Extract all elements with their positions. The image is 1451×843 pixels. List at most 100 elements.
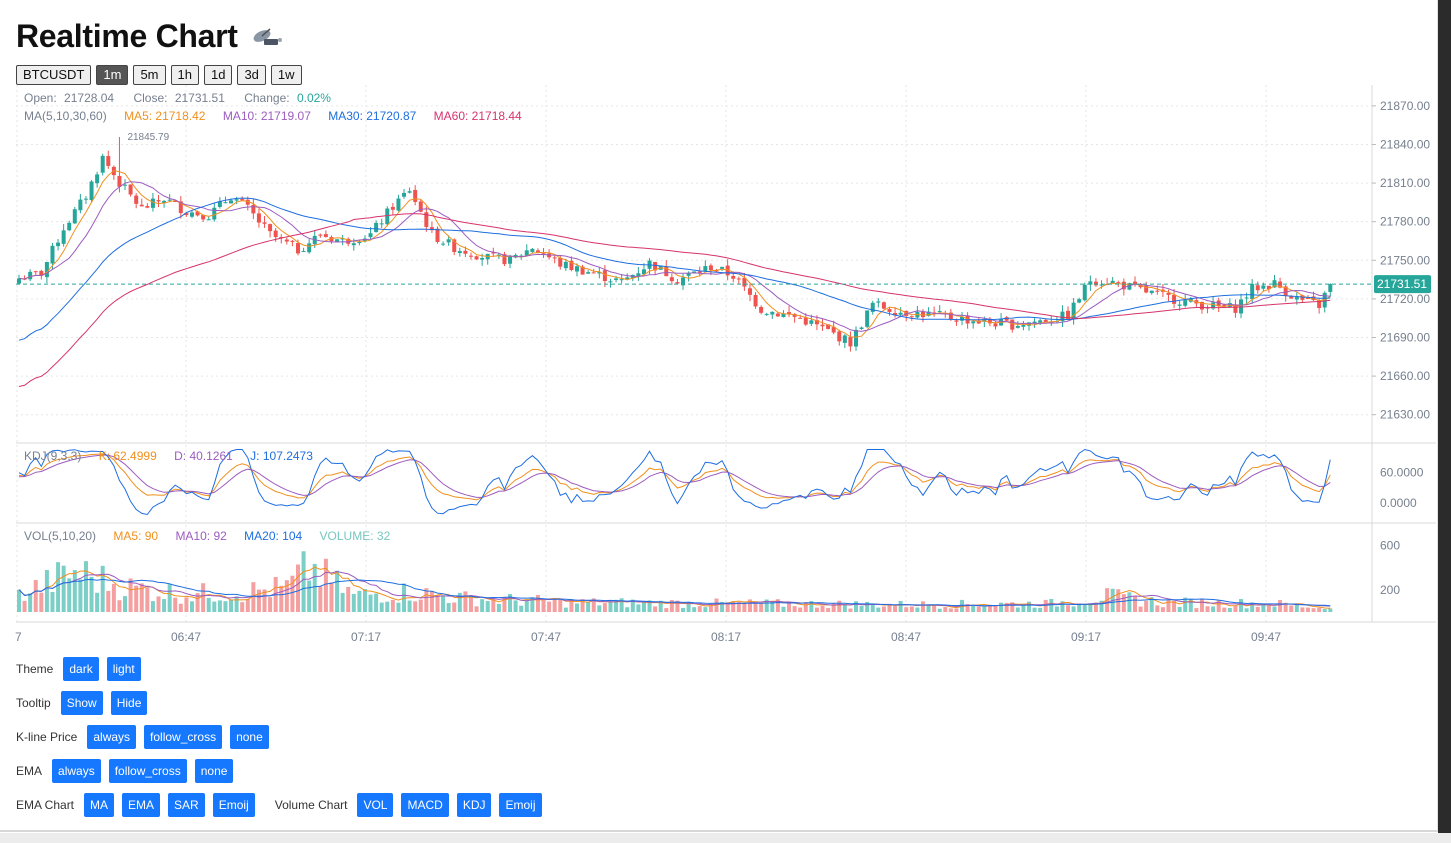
candle-body — [586, 272, 591, 274]
volume-bar — [385, 601, 390, 612]
candle-body — [56, 242, 61, 247]
volume-bar — [429, 591, 434, 612]
period-5m-button[interactable]: 5m — [133, 65, 166, 85]
volume-bar — [898, 600, 903, 612]
candle-body — [1261, 285, 1266, 289]
candle-body — [1244, 297, 1249, 299]
volume-bar — [1077, 604, 1082, 612]
ema-chart-emoij-button[interactable]: Emoij — [212, 793, 255, 817]
candle-body — [195, 211, 200, 216]
candle-body — [1004, 317, 1009, 321]
volume-bar — [803, 602, 808, 612]
volume-bar — [519, 605, 524, 612]
kline-price-always-button[interactable]: always — [87, 725, 137, 749]
volume-bar — [502, 596, 507, 612]
volume-chart-emoij-button[interactable]: Emoij — [499, 793, 542, 817]
period-3d-button[interactable]: 3d — [237, 65, 266, 85]
candle-body — [664, 266, 669, 277]
candle-body — [1222, 304, 1227, 307]
theme-dark-button[interactable]: dark — [63, 657, 99, 681]
volume-bar — [56, 562, 61, 612]
svg-text:Open: 21728.04: Open: 21728.04 Close: 21731.51 Change: 0… — [24, 91, 331, 105]
period-1d-button[interactable]: 1d — [203, 65, 233, 85]
period-1m-button[interactable]: 1m — [96, 65, 129, 85]
volume-chart-vol-button[interactable]: VOL — [357, 793, 394, 817]
volume-bar — [1127, 592, 1132, 612]
volume-bar — [234, 596, 239, 612]
volume-bar — [831, 603, 836, 612]
kdj-tick-label: 60.0000 — [1380, 465, 1424, 479]
volume-bar — [636, 604, 641, 612]
ema-follow-cross-button[interactable]: follow_cross — [108, 759, 187, 783]
volume-bar — [44, 569, 49, 612]
ema-chart-ema-button[interactable]: EMA — [122, 793, 161, 817]
ema-none-button[interactable]: none — [194, 759, 234, 783]
price-tick-label: 21840.00 — [1380, 137, 1430, 151]
volume-bar — [541, 599, 546, 612]
kline-price-follow-cross-button[interactable]: follow_cross — [144, 725, 223, 749]
candle-body — [708, 265, 713, 271]
ema-label: EMA — [16, 764, 43, 778]
candle-body — [893, 313, 898, 316]
tooltip-show-button[interactable]: Show — [60, 691, 103, 715]
kdj-legend-k: K: 62.4999 — [99, 449, 157, 463]
price-tick-label: 21870.00 — [1380, 99, 1430, 113]
volume-bar — [575, 603, 579, 612]
price-tick-label: 21720.00 — [1380, 292, 1430, 306]
legend-open-label: Open: — [24, 91, 57, 105]
volume-bar — [820, 605, 825, 612]
candle-body — [870, 302, 875, 312]
legend-ma5: MA5: 21718.42 — [124, 109, 206, 123]
volume-chart-kdj-button[interactable]: KDJ — [456, 793, 492, 817]
symbol-button[interactable]: BTCUSDT — [16, 65, 92, 85]
ema-chart-ma-button[interactable]: MA — [84, 793, 115, 817]
candle-body — [256, 213, 261, 223]
volume-bar — [619, 598, 624, 612]
kline-price-controls: K-line Price always follow_cross none — [16, 725, 277, 749]
volume-bar — [1317, 607, 1322, 612]
candle-body — [1026, 322, 1031, 326]
volume-bar — [1015, 607, 1020, 612]
candle-body — [1043, 319, 1048, 323]
volume-bar — [965, 604, 970, 612]
candle-body — [134, 195, 139, 204]
candle-body — [954, 320, 959, 322]
period-1h-button[interactable]: 1h — [170, 65, 199, 85]
candle-body — [318, 234, 323, 236]
candle-body — [865, 310, 870, 327]
kline-chart[interactable]: 21870.00 21840.00 21810.00 21780.00 21750.00… — [0, 85, 1436, 645]
volume-bar — [162, 599, 167, 612]
candle-body — [563, 261, 568, 269]
tooltip-hide-button[interactable]: Hide — [110, 691, 148, 715]
kline-price-none-button[interactable]: none — [230, 725, 269, 749]
volume-bar — [1060, 601, 1065, 612]
volume-bar — [1026, 601, 1031, 612]
volume-bar — [357, 590, 362, 612]
volume-bar — [932, 605, 937, 612]
ema-always-button[interactable]: always — [52, 759, 101, 783]
candle-body — [932, 312, 937, 314]
volume-bar — [1266, 605, 1271, 612]
theme-light-button[interactable]: light — [106, 657, 141, 681]
volume-bar — [1121, 594, 1126, 612]
period-1w-button[interactable]: 1w — [270, 65, 302, 85]
candle-body — [976, 320, 981, 324]
volume-bar — [50, 591, 55, 612]
candle-body — [926, 311, 931, 316]
window-edge — [1438, 0, 1451, 843]
legend-change-value: 0.02% — [297, 91, 331, 105]
volume-bar — [686, 601, 691, 612]
candle-body — [1049, 321, 1054, 324]
volume-bar — [296, 564, 300, 612]
ema-chart-sar-button[interactable]: SAR — [168, 793, 205, 817]
volume-bar — [312, 563, 317, 612]
volume-bar — [1272, 606, 1277, 612]
vol-ma20-line — [18, 578, 1331, 607]
volume-bar — [1244, 608, 1249, 612]
candle-body — [50, 245, 55, 264]
candle-body — [33, 271, 38, 273]
volume-bar — [681, 607, 686, 612]
volume-bar — [1250, 602, 1255, 612]
legend-ma60: MA60: 21718.44 — [434, 109, 522, 123]
volume-chart-macd-button[interactable]: MACD — [401, 793, 449, 817]
